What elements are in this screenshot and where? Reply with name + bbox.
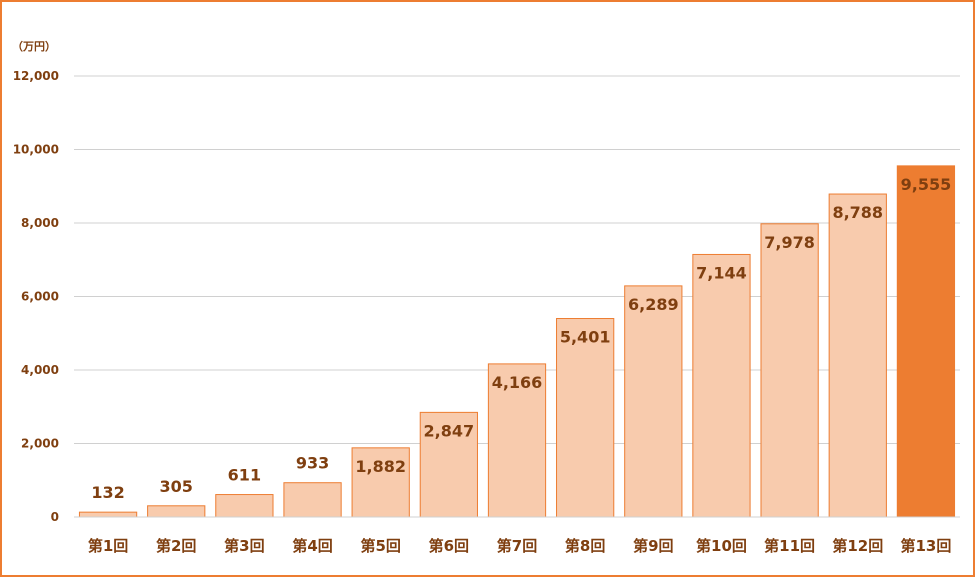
y-tick-label: 8,000 bbox=[21, 216, 59, 230]
x-category-label: 第7回 bbox=[497, 537, 537, 555]
x-category-label: 第3回 bbox=[224, 537, 264, 555]
bar bbox=[760, 223, 819, 518]
bar bbox=[147, 505, 206, 518]
bar bbox=[556, 318, 615, 518]
data-label: 6,289 bbox=[628, 295, 679, 314]
data-label: 132 bbox=[91, 483, 124, 502]
data-label: 7,144 bbox=[696, 263, 747, 282]
data-label: 9,555 bbox=[901, 175, 952, 194]
x-category-label: 第2回 bbox=[156, 537, 196, 555]
y-tick-label: 4,000 bbox=[21, 363, 59, 377]
bar bbox=[896, 165, 956, 518]
x-category-label: 第11回 bbox=[764, 537, 815, 555]
bar bbox=[692, 253, 751, 518]
bar bbox=[487, 363, 547, 518]
y-tick-label: 0 bbox=[51, 510, 59, 524]
data-label: 4,166 bbox=[492, 373, 543, 392]
bar bbox=[419, 411, 478, 518]
bar bbox=[78, 511, 138, 518]
y-tick-label: 12,000 bbox=[13, 69, 59, 83]
x-category-label: 第5回 bbox=[360, 537, 400, 555]
x-category-label: 第6回 bbox=[429, 537, 469, 555]
x-category-label: 第10回 bbox=[696, 537, 747, 555]
x-category-label: 第9回 bbox=[633, 537, 673, 555]
data-label: 611 bbox=[228, 466, 261, 485]
y-tick-label: 6,000 bbox=[21, 290, 59, 304]
data-label: 8,788 bbox=[832, 203, 883, 222]
x-category-label: 第4回 bbox=[292, 537, 332, 555]
data-label: 305 bbox=[160, 477, 193, 496]
data-labels: 132 305 611 933 1,882 2,847 4,166 5,401 6,289 7,1… bbox=[91, 175, 951, 502]
x-category-label: 第1回 bbox=[88, 537, 128, 555]
x-category-label: 第13回 bbox=[900, 537, 951, 555]
data-label: 2,847 bbox=[424, 421, 475, 440]
y-axis-unit-label: （万円） bbox=[12, 40, 56, 53]
y-axis-ticks: 0 2,000 4,000 6,000 8,000 10,000 12,000 bbox=[13, 69, 59, 524]
data-label: 933 bbox=[296, 454, 329, 473]
data-label: 5,401 bbox=[560, 328, 611, 347]
bar bbox=[828, 193, 887, 518]
data-label: 7,978 bbox=[764, 233, 815, 252]
bar bbox=[624, 285, 683, 518]
x-category-label: 第12回 bbox=[832, 537, 883, 555]
y-tick-label: 2,000 bbox=[21, 437, 59, 451]
data-label: 1,882 bbox=[355, 457, 406, 476]
bars bbox=[78, 165, 956, 518]
bar bbox=[283, 482, 342, 518]
bar bbox=[215, 494, 274, 518]
y-tick-label: 10,000 bbox=[13, 143, 59, 157]
x-axis-category-labels: 第1回 第2回 第3回 第4回 第5回 第6回 第7回 第8回 第9回 第10回 第11回 第12回第… bbox=[88, 537, 952, 555]
x-category-label: 第8回 bbox=[565, 537, 605, 555]
